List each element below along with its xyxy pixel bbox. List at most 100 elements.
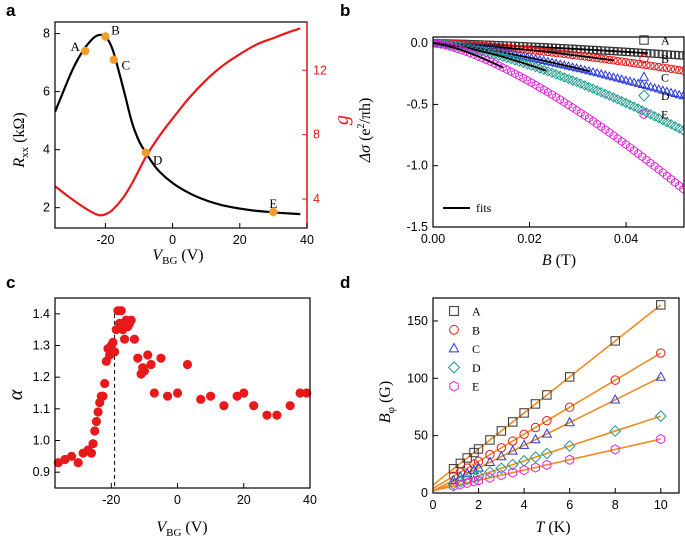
panel-d-marker-E (462, 477, 472, 489)
panel-a-point-E (269, 207, 278, 217)
panel-c-point (88, 439, 98, 449)
panel-d-marker-D (472, 469, 485, 482)
panel-d-x-ticklabel: 0 (430, 498, 437, 512)
panel-c-point (116, 306, 126, 316)
panel-b-legend-marker-A (639, 35, 649, 45)
panel-c-point (129, 334, 140, 344)
panel-b-marker-D (641, 107, 652, 118)
panel-b-marker-E (605, 128, 614, 138)
panel-b-marker-E (548, 90, 556, 100)
panel-b-marker-C (662, 86, 672, 95)
panel-c-point (262, 410, 272, 420)
panel-c-point (93, 407, 103, 417)
panel-a-y-ticklabel: 6 (43, 85, 50, 99)
panel-c-plot: -20 0 20 40 0.9 1.0 1.1 1.2 1.3 1.4 (33, 297, 317, 507)
panel-c: c -20 0 20 40 0.9 1.0 1.1 1.2 1.3 1.4 VBG (V) α (5, 273, 317, 539)
panel-b-marker-E (580, 111, 589, 121)
panel-b-marker-D (616, 95, 627, 107)
panel-d-marker-C (541, 428, 553, 438)
panel-d-fit-E (432, 438, 661, 492)
panel-a-ylabel: Rxx (kΩ) (11, 112, 31, 168)
panel-b-marker-B (613, 56, 622, 66)
panel-b-marker-E (671, 177, 679, 187)
panel-b-marker-B (634, 59, 643, 68)
panel-c-point (100, 378, 110, 389)
panel-b-marker-E (585, 113, 593, 123)
panel-b-marker-E (523, 75, 532, 85)
panel-b-marker-B (621, 58, 630, 67)
panel-b-marker-D (595, 86, 607, 98)
panel-a-x-ticklabel: 20 (233, 233, 247, 247)
panel-d-marker-B (530, 422, 541, 433)
panel-b-marker-A (658, 50, 667, 59)
panel-a-y2-ticklabel: 4 (313, 192, 320, 206)
panel-d-marker-E (469, 476, 479, 487)
panel-b-marker-C (658, 85, 668, 94)
panel-d-x-ticklabel: 4 (521, 498, 528, 512)
panel-b-marker-E (433, 38, 437, 48)
panel-a-y2-ticklabel: 8 (313, 128, 320, 142)
panel-d-marker-B (473, 456, 484, 467)
panel-c-x-ticklabel: 40 (303, 493, 317, 507)
panel-b-marker-D (583, 81, 595, 93)
panel-b-marker-B (617, 57, 626, 66)
panel-a-point-label: C (121, 58, 130, 73)
panel-b-marker-B (654, 62, 663, 72)
panel-c-point (182, 359, 193, 370)
panel-d-marker-B (610, 375, 620, 385)
panel-c-point (91, 416, 101, 427)
panel-b-frame (432, 36, 685, 228)
panel-a-point-C (109, 55, 119, 64)
panel-b-marker-B (666, 64, 676, 73)
panel-c-frame (54, 297, 311, 489)
panel-b-marker-B (658, 63, 667, 72)
panel-d-legend-marker-A (449, 306, 459, 316)
panel-d-marker-E (455, 479, 465, 490)
panel-d-y-ticklabel: 150 (407, 314, 428, 328)
panel-d-marker-D (609, 425, 622, 438)
panel-a-point-label: D (153, 153, 162, 168)
panel-b-marker-D (612, 94, 623, 105)
panel-b-marker-C (645, 81, 656, 91)
panel-b-marker-C (641, 80, 651, 90)
panel-b-marker-E (572, 105, 581, 115)
panel-a-point-A (81, 46, 90, 56)
panel-c-x-ticklabel: 0 (174, 493, 181, 507)
panel-d-marker-A (473, 444, 484, 454)
panel-b-marker-D (632, 103, 644, 114)
panel-d-marker-A (508, 417, 518, 427)
panel-b-marker-D (591, 85, 603, 96)
panel-d-marker-D (468, 471, 481, 484)
panel-b-marker-A (666, 50, 676, 59)
panel-label-b: b (340, 1, 350, 20)
panel-d-marker-E (474, 475, 484, 486)
panel-c-y-ticklabel: 1.0 (33, 434, 50, 448)
panel-c-point (146, 359, 156, 370)
panel-d-marker-E (485, 472, 495, 483)
panel-b-marker-E (544, 87, 552, 97)
panel-b-marker-E (556, 95, 565, 105)
panel-d-marker-A (610, 336, 620, 346)
panel-b-marker-C (600, 69, 610, 79)
panel-d-marker-D (483, 466, 496, 479)
panel-b-marker-D (649, 111, 660, 122)
panel-c-y-ticklabel: 1.3 (33, 339, 50, 353)
panel-c-point (66, 451, 77, 461)
panel-d-marker-A (564, 372, 575, 382)
panel-b-marker-B (642, 60, 651, 70)
panel-b-marker-B (646, 61, 655, 70)
panel-c-xlabel: VBG (V) (156, 519, 207, 539)
panel-b-marker-E (634, 149, 643, 159)
panel-d-marker-D (540, 447, 553, 460)
panel-b-legend-label-C: C (661, 71, 669, 85)
panel-b-marker-E (621, 139, 630, 149)
panel-b-marker-E (613, 133, 622, 143)
panel-c-point (272, 410, 282, 420)
panel-a-plot: A B C D E -20 0 20 40 2 4 6 8 4 8 12 (43, 21, 327, 247)
panel-c-point (110, 347, 120, 357)
panel-b-marker-C (637, 79, 647, 88)
panel-b-legend-marker-C (638, 71, 650, 81)
panel-b-marker-E (630, 146, 638, 156)
panel-b-xlabel: B (T) (542, 252, 576, 269)
